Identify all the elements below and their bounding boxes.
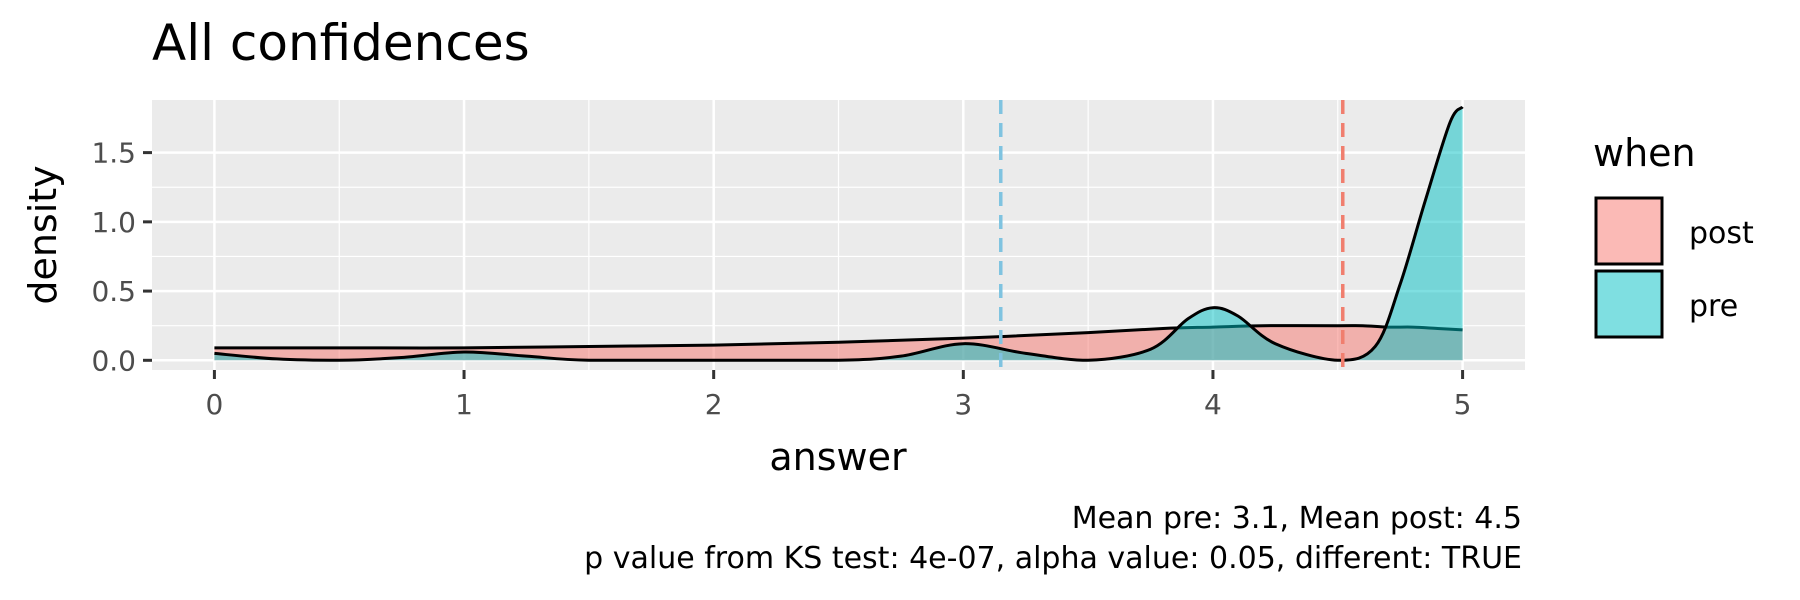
legend-key-pre — [1594, 269, 1664, 339]
density-line-pre — [214, 105, 1464, 362]
y-axis-title: density — [21, 165, 65, 304]
x-tick-label: 1 — [455, 388, 473, 421]
y-tick-label: 0.5 — [91, 275, 136, 308]
x-tick-label: 4 — [1204, 388, 1222, 421]
chart-title: All confidences — [152, 14, 530, 72]
legend-key-post — [1594, 196, 1664, 266]
x-axis-title: answer — [769, 435, 907, 479]
caption-ks-test: p value from KS test: 4e-07, alpha value… — [584, 541, 1522, 576]
y-tick-label: 0.0 — [91, 344, 136, 377]
y-tick-label: 1.5 — [91, 137, 136, 170]
legend-label-post: post — [1689, 216, 1754, 251]
x-tick-label: 5 — [1454, 388, 1472, 421]
axes: 0 1 2 3 4 5 0.0 0.5 1.0 1.5 — [91, 137, 1471, 421]
legend: when post pre — [1593, 131, 1754, 339]
density-areas — [214, 105, 1464, 362]
x-tick-label: 3 — [954, 388, 972, 421]
legend-title: when — [1593, 131, 1696, 175]
y-tick-label: 1.0 — [91, 206, 136, 239]
x-tick-label: 2 — [705, 388, 723, 421]
legend-label-pre: pre — [1689, 289, 1738, 324]
x-tick-label: 0 — [205, 388, 223, 421]
caption-means: Mean pre: 3.1, Mean post: 4.5 — [1072, 501, 1522, 536]
